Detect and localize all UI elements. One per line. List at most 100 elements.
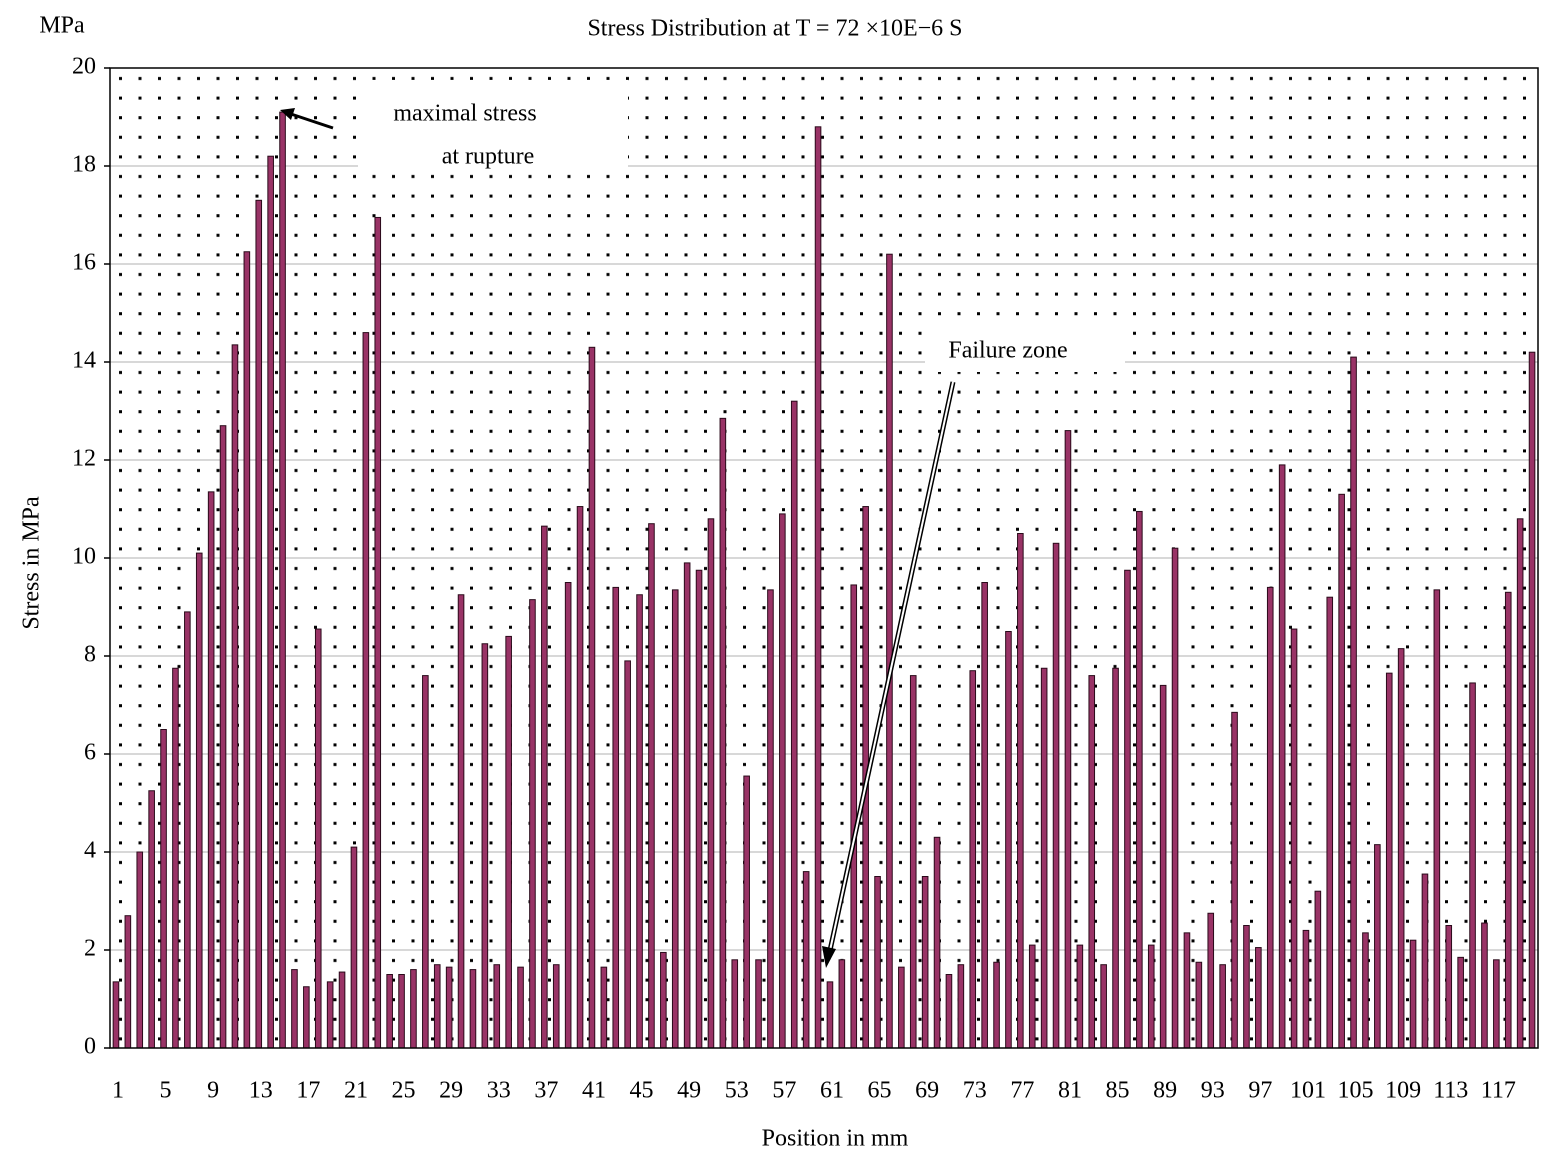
bar [529, 599, 536, 1049]
bar [279, 111, 286, 1049]
bar [1445, 925, 1453, 1049]
bar [362, 332, 370, 1049]
bar [1374, 844, 1381, 1049]
bar [1219, 964, 1226, 1049]
bar [552, 964, 560, 1049]
x-tick-label: 81 [1058, 1078, 1082, 1104]
bar [1314, 890, 1322, 1049]
bar [1243, 925, 1250, 1049]
bar [148, 790, 155, 1049]
bar [636, 594, 643, 1049]
bar [600, 966, 608, 1049]
x-tick-label: 113 [1433, 1078, 1468, 1104]
x-tick-label: 9 [207, 1078, 219, 1104]
bar [1266, 586, 1274, 1049]
bar [588, 346, 596, 1049]
bar [481, 643, 489, 1049]
x-tick-label: 105 [1338, 1078, 1374, 1104]
x-tick-label: 85 [1106, 1078, 1130, 1104]
bar [1064, 430, 1072, 1049]
x-tick-label: 21 [344, 1078, 368, 1104]
bar [1195, 961, 1203, 1049]
bar [219, 425, 227, 1049]
bar [338, 971, 346, 1049]
annotation: maximal stress [393, 101, 536, 127]
bar [767, 589, 774, 1049]
bar [969, 670, 977, 1049]
bar [660, 951, 667, 1049]
annotation-box [358, 80, 628, 168]
bar [671, 589, 679, 1049]
bar [993, 961, 1000, 1049]
x-tick-label: 25 [392, 1078, 416, 1104]
bar [1469, 682, 1476, 1049]
bar [1457, 956, 1464, 1049]
bar [422, 675, 429, 1049]
bar [1493, 959, 1500, 1049]
bar [1278, 464, 1286, 1049]
bar [517, 966, 524, 1049]
bar [1171, 547, 1179, 1049]
bar [814, 126, 822, 1049]
y-tick-label: 0 [84, 1034, 96, 1060]
bar [1350, 356, 1357, 1049]
bar [160, 729, 167, 1049]
x-axis-title: Position in mm [762, 1126, 909, 1152]
y-tick-label: 8 [84, 642, 96, 668]
bar [1397, 648, 1405, 1049]
bar [790, 400, 798, 1049]
bar [909, 675, 917, 1049]
bar [314, 628, 322, 1049]
arrow [822, 381, 956, 968]
bar [1231, 711, 1238, 1049]
bar [541, 525, 548, 1049]
y-unit: MPa [39, 13, 85, 39]
bar [576, 506, 584, 1049]
x-tick-label: 65 [868, 1078, 892, 1104]
bar [612, 586, 620, 1049]
bar [826, 981, 834, 1049]
y-tick-label: 2 [84, 936, 96, 962]
bar [921, 876, 929, 1049]
bar [195, 552, 203, 1049]
bar [231, 344, 239, 1049]
bar [207, 491, 215, 1049]
bar [291, 969, 298, 1049]
bar [374, 216, 382, 1049]
x-tick-label: 93 [1201, 1078, 1225, 1104]
bar [1302, 929, 1310, 1049]
bar [1362, 932, 1369, 1049]
bar [731, 959, 739, 1049]
y-tick-label: 10 [72, 544, 96, 570]
bar [1326, 596, 1334, 1049]
x-tick-label: 101 [1290, 1078, 1326, 1104]
bar [1385, 672, 1393, 1049]
y-tick-label: 14 [72, 348, 96, 374]
bar [886, 253, 893, 1049]
bar [1481, 922, 1488, 1049]
bar [410, 969, 417, 1049]
y-tick-label: 18 [72, 152, 96, 178]
bar [1040, 667, 1048, 1049]
bar [350, 846, 358, 1049]
bar [1207, 912, 1215, 1049]
bar [1290, 628, 1298, 1049]
bar [469, 969, 477, 1049]
x-tick-label: 33 [487, 1078, 511, 1104]
x-tick-label: 69 [915, 1078, 939, 1104]
bar [743, 775, 750, 1049]
bar [874, 876, 881, 1049]
bar [779, 513, 786, 1049]
bar [1516, 518, 1524, 1049]
bar [184, 611, 191, 1049]
bar [1255, 947, 1262, 1049]
x-tick-label: 5 [160, 1078, 172, 1104]
bar [255, 199, 263, 1049]
x-tick-label: 89 [1153, 1078, 1177, 1104]
bar [695, 569, 703, 1049]
bar [1504, 591, 1512, 1049]
x-tick-label: 49 [677, 1078, 701, 1104]
x-tick-label: 17 [296, 1078, 320, 1104]
bar [683, 562, 691, 1049]
bar [493, 964, 501, 1049]
